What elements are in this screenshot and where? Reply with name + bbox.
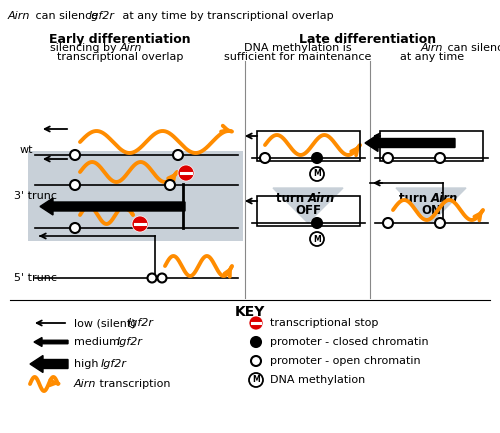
Text: Igf2r: Igf2r xyxy=(89,11,115,21)
Text: 3' trunc: 3' trunc xyxy=(14,191,57,201)
Text: Igf2r: Igf2r xyxy=(101,359,127,369)
Text: medium: medium xyxy=(74,337,124,347)
Circle shape xyxy=(312,218,322,228)
Text: Igf2r: Igf2r xyxy=(117,337,143,347)
Circle shape xyxy=(312,153,322,163)
Text: transcription: transcription xyxy=(96,379,170,389)
Circle shape xyxy=(70,180,80,190)
Bar xyxy=(28,151,243,241)
Text: KEY: KEY xyxy=(235,305,265,319)
Text: Airn: Airn xyxy=(308,192,335,205)
Text: Airn: Airn xyxy=(431,192,458,205)
Polygon shape xyxy=(273,188,343,223)
Text: turn: turn xyxy=(399,192,431,205)
Text: at any time by transcriptional overlap: at any time by transcriptional overlap xyxy=(119,11,334,21)
Bar xyxy=(380,131,483,161)
Circle shape xyxy=(435,153,445,163)
Bar xyxy=(257,196,360,226)
Text: promoter - closed chromatin: promoter - closed chromatin xyxy=(270,337,428,347)
Text: M: M xyxy=(313,169,321,178)
Text: M: M xyxy=(313,235,321,243)
Text: at any time: at any time xyxy=(400,52,464,62)
Circle shape xyxy=(249,316,263,330)
Circle shape xyxy=(251,337,261,347)
Text: sufficient for maintenance: sufficient for maintenance xyxy=(224,52,372,62)
Circle shape xyxy=(310,232,324,246)
Circle shape xyxy=(158,274,166,282)
Circle shape xyxy=(148,274,156,282)
Circle shape xyxy=(132,216,148,232)
Text: can silence: can silence xyxy=(32,11,102,21)
Text: OFF: OFF xyxy=(295,204,321,217)
Circle shape xyxy=(249,373,263,387)
Text: Igf2r: Igf2r xyxy=(128,318,154,328)
Text: can silence: can silence xyxy=(444,43,500,53)
Circle shape xyxy=(383,153,393,163)
Circle shape xyxy=(70,223,80,233)
Text: DNA methylation: DNA methylation xyxy=(270,375,365,385)
Text: Airn: Airn xyxy=(8,11,30,21)
Bar xyxy=(257,131,360,161)
Text: Early differentiation: Early differentiation xyxy=(49,33,191,46)
Polygon shape xyxy=(396,188,466,223)
Circle shape xyxy=(435,218,445,228)
Text: silencing by: silencing by xyxy=(50,43,120,53)
FancyArrow shape xyxy=(365,135,455,152)
Circle shape xyxy=(165,180,175,190)
Circle shape xyxy=(310,167,324,181)
Text: Late differentiation: Late differentiation xyxy=(300,33,436,46)
Circle shape xyxy=(173,150,183,160)
Text: DNA methylation is: DNA methylation is xyxy=(244,43,352,53)
Circle shape xyxy=(178,165,194,181)
Text: Airn: Airn xyxy=(120,43,142,53)
Text: turn: turn xyxy=(276,192,308,205)
Circle shape xyxy=(383,218,393,228)
FancyArrow shape xyxy=(30,355,68,372)
Text: 5' trunc: 5' trunc xyxy=(14,273,57,283)
Text: M: M xyxy=(252,375,260,385)
Text: high: high xyxy=(74,359,102,369)
Text: Airn: Airn xyxy=(421,43,443,53)
Text: Airn: Airn xyxy=(74,379,96,389)
FancyArrow shape xyxy=(34,337,68,346)
Circle shape xyxy=(260,153,270,163)
Circle shape xyxy=(251,356,261,366)
Circle shape xyxy=(70,150,80,160)
FancyArrow shape xyxy=(40,198,185,215)
Text: low (silent): low (silent) xyxy=(74,318,139,328)
Text: wt: wt xyxy=(20,145,34,155)
Text: transcriptional stop: transcriptional stop xyxy=(270,318,378,328)
Text: promoter - open chromatin: promoter - open chromatin xyxy=(270,356,420,366)
Text: transcriptional overlap: transcriptional overlap xyxy=(57,52,183,62)
Text: ON: ON xyxy=(421,204,441,217)
